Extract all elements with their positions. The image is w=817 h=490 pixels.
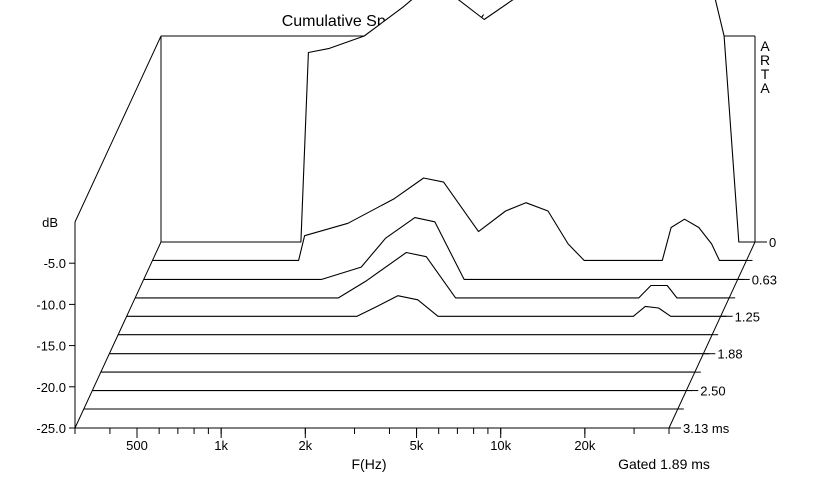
depth-top-left-edge bbox=[74, 35, 162, 223]
y-tick-label: -25.0 bbox=[36, 421, 66, 436]
gate-note: Gated 1.89 ms bbox=[618, 456, 710, 472]
y-tick-label: -20.0 bbox=[36, 380, 66, 395]
x-tick-label: 10k bbox=[490, 438, 511, 453]
watermark-letter: A bbox=[760, 38, 770, 54]
time-tick-label: 2.50 bbox=[700, 384, 725, 399]
x-tick-label: 2k bbox=[298, 438, 312, 453]
watermark-letter: A bbox=[760, 80, 770, 96]
x-tick-label: 5k bbox=[410, 438, 424, 453]
decay-slice-line bbox=[135, 251, 730, 299]
watermark-letter: T bbox=[761, 66, 770, 82]
x-axis: 500 1k 2k 5k 10k 20k bbox=[74, 428, 670, 453]
y-tick-label: -15.0 bbox=[36, 339, 66, 354]
decay-slice-fill bbox=[161, 0, 755, 242]
y-tick-label: -5.0 bbox=[44, 256, 66, 271]
x-tick-label: 1k bbox=[214, 438, 228, 453]
time-tick-label: 3.13 ms bbox=[683, 421, 730, 436]
x-axis-label: F(Hz) bbox=[352, 456, 387, 472]
y-tick-label: -10.0 bbox=[36, 297, 66, 312]
decay-slice-fill bbox=[143, 217, 738, 280]
time-tick-label: 0 bbox=[769, 235, 776, 250]
decay-slice-line bbox=[161, 0, 755, 243]
decay-slice-line bbox=[143, 217, 738, 280]
decay-slice-line bbox=[126, 295, 721, 317]
decay-slice-line bbox=[152, 177, 747, 261]
time-axis: 0 0.63 1.25 1.88 2.50 3.13 ms bbox=[669, 235, 777, 436]
decay-slice-fill bbox=[126, 295, 721, 317]
watermark-letter: R bbox=[760, 52, 770, 68]
y-axis: -5.0 -10.0 -15.0 -20.0 -25.0 bbox=[36, 256, 75, 436]
x-tick-label: 500 bbox=[126, 438, 148, 453]
decay-slices bbox=[75, 0, 755, 429]
depth-bottom-left-edge bbox=[74, 241, 162, 429]
decay-slice-fill bbox=[135, 252, 730, 298]
x-tick-label: 20k bbox=[574, 438, 595, 453]
time-tick-label: 1.88 bbox=[717, 347, 742, 362]
time-tick-label: 1.25 bbox=[735, 309, 760, 324]
y-axis-label: dB bbox=[42, 215, 58, 230]
decay-slice-fill bbox=[152, 178, 747, 261]
time-tick-label: 0.63 bbox=[752, 272, 777, 287]
